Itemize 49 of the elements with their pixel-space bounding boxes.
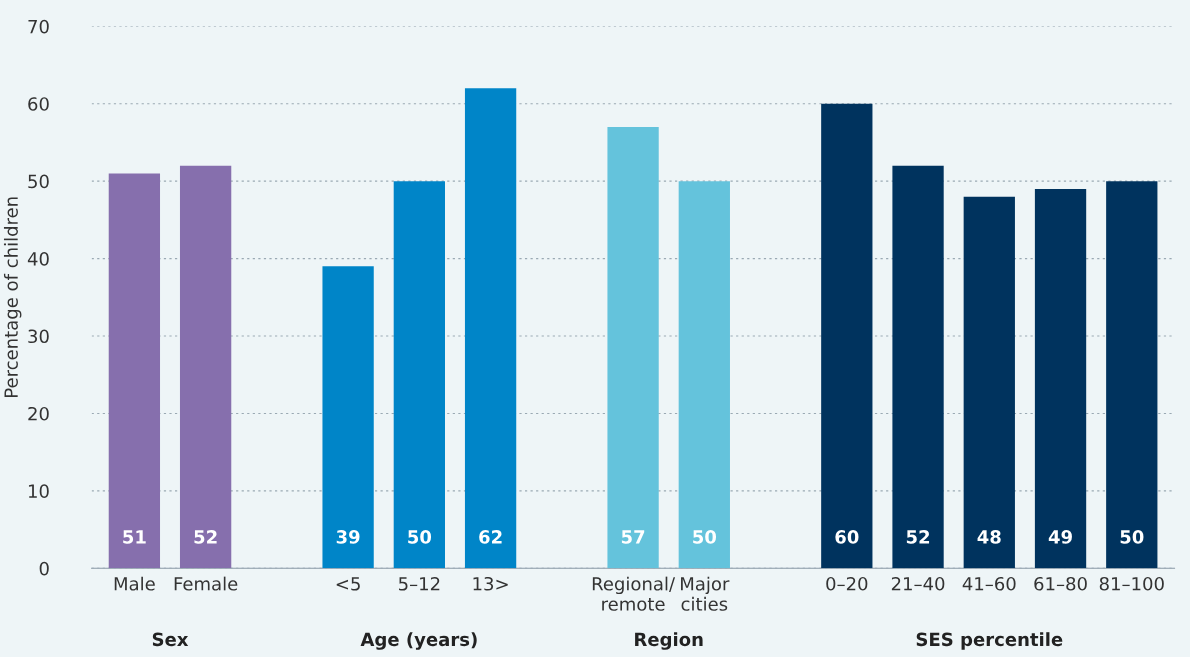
data-label: 39 — [336, 530, 360, 544]
data-label: 52 — [194, 530, 217, 544]
data-label: 60 — [835, 530, 859, 544]
bar — [963, 196, 1015, 569]
x-tick-label: Female — [174, 576, 238, 591]
bar — [678, 181, 730, 569]
data-label: 50 — [408, 530, 432, 544]
data-label: 51 — [123, 530, 146, 544]
x-tick-label: 61–80 — [1034, 576, 1087, 591]
bar — [179, 165, 232, 569]
x-tick-label: Regional/ remote — [592, 576, 676, 611]
y-tick-label: 40 — [27, 252, 49, 266]
x-tick-label: <5 — [336, 577, 360, 591]
data-label: 48 — [977, 530, 1001, 544]
bar — [108, 173, 161, 569]
data-label: 62 — [479, 530, 502, 544]
text: Region — [635, 632, 703, 650]
y-tick-label: 10 — [28, 484, 49, 498]
x-tick-label: Major cities — [681, 576, 730, 611]
y-tick-label: 30 — [28, 329, 49, 344]
x-tick-label: 0–20 — [826, 576, 868, 591]
x-tick-label: 13> — [473, 576, 508, 591]
data-label: 50 — [693, 530, 717, 544]
x-tick-label: 5–12 — [399, 576, 440, 591]
x-tick-label: 21–40 — [891, 576, 945, 591]
x-tick-label: Male — [114, 576, 155, 591]
text: Sex — [152, 632, 189, 647]
y-tick-label: 70 — [28, 19, 49, 34]
data-label: 52 — [906, 530, 930, 544]
bar — [393, 181, 445, 569]
bar — [464, 88, 517, 569]
y-tick-label: 50 — [28, 174, 49, 189]
text: Age (years) — [360, 632, 477, 650]
y-tick-label: 0 — [39, 561, 49, 576]
y-axis-title: Percentage of children — [3, 197, 22, 397]
y-tick-label: 20 — [28, 406, 49, 421]
bar — [821, 103, 873, 569]
bar — [607, 126, 659, 569]
data-label: 49 — [1048, 530, 1072, 544]
bar — [1034, 188, 1087, 569]
bar — [892, 165, 944, 569]
x-tick-label: 81–100 — [1099, 576, 1164, 591]
text: SES percentile — [916, 632, 1063, 650]
bar — [1106, 181, 1158, 569]
data-label: 50 — [1120, 530, 1144, 544]
data-label: 57 — [621, 530, 645, 544]
bar — [322, 266, 374, 569]
x-tick-label: 41–60 — [962, 576, 1016, 591]
y-tick-label: 60 — [28, 97, 49, 111]
